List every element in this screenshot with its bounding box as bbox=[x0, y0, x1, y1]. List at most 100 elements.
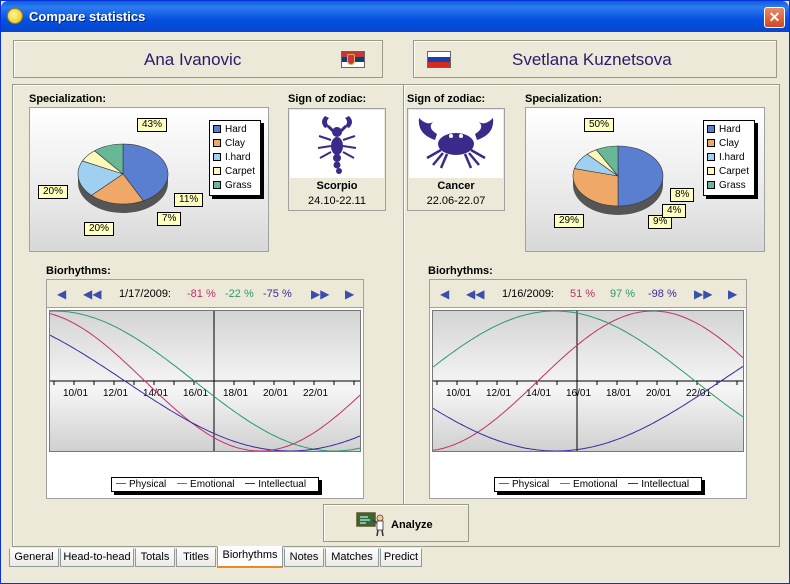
pie-label-grass: 8% bbox=[670, 188, 695, 202]
right-bio-nav: ◀ ◀◀ 1/16/2009: 51 % 97 % -98 % ▶▶ ▶ bbox=[430, 280, 746, 308]
bio-curve-emotional bbox=[432, 310, 744, 418]
panel-divider bbox=[403, 85, 405, 506]
legend-item: Clay bbox=[707, 138, 754, 152]
left-zodiac-dates: 24.10-22.11 bbox=[308, 195, 366, 207]
player1-header: Ana Ivanovic bbox=[13, 40, 383, 78]
left-bio-physical: -81 % bbox=[187, 288, 216, 300]
legend-item: Hard bbox=[213, 124, 260, 138]
next-week-button[interactable]: ▶▶ bbox=[694, 287, 713, 301]
close-button[interactable]: ✕ bbox=[764, 7, 785, 28]
left-pie-legend: Hard Clay I.hard Carpet Grass bbox=[209, 120, 261, 196]
prev-week-button[interactable]: ◀◀ bbox=[83, 287, 102, 301]
bio-tick-label: 22/01 bbox=[303, 388, 328, 399]
left-biorhythm-panel: ◀ ◀◀ 1/17/2009: -81 % -22 % -75 % ▶▶ ▶ 1… bbox=[46, 279, 364, 499]
right-zodiac-label: Sign of zodiac: bbox=[407, 93, 486, 105]
title-bar[interactable]: Compare statistics ✕ bbox=[1, 1, 789, 32]
right-pie-svg bbox=[572, 145, 664, 215]
right-zodiac-name: Cancer bbox=[437, 180, 475, 192]
tab-general[interactable]: General bbox=[9, 548, 59, 567]
right-biorhythm-panel: ◀ ◀◀ 1/16/2009: 51 % 97 % -98 % ▶▶ ▶ 10/… bbox=[429, 279, 747, 499]
app-icon bbox=[7, 8, 23, 24]
legend-item: Hard bbox=[707, 124, 754, 138]
bio-tick-label: 14/01 bbox=[526, 388, 551, 399]
teacher-board-icon bbox=[356, 512, 384, 537]
prev-day-button[interactable]: ◀ bbox=[440, 287, 450, 301]
player2-name: Svetlana Kuznetsova bbox=[512, 50, 672, 69]
legend-item: Carpet bbox=[707, 166, 754, 180]
bio-tick-label: 18/01 bbox=[223, 388, 248, 399]
legend-item: Grass bbox=[213, 180, 260, 194]
pie-label-grass: 11% bbox=[174, 193, 204, 207]
legend-item: Carpet bbox=[213, 166, 260, 180]
right-biorhythm-chart: 10/01 12/01 14/01 16/01 18/01 20/01 22/01 bbox=[432, 310, 744, 452]
prev-day-button[interactable]: ◀ bbox=[57, 287, 67, 301]
bio-tick-label: 18/01 bbox=[606, 388, 631, 399]
scorpio-icon bbox=[290, 110, 384, 178]
pie-side bbox=[78, 174, 168, 213]
serbia-flag-icon bbox=[341, 51, 365, 68]
tab-totals[interactable]: Totals bbox=[135, 548, 175, 567]
next-week-button[interactable]: ▶▶ bbox=[311, 287, 330, 301]
right-bio-emotional: 97 % bbox=[610, 288, 636, 300]
right-zodiac-card: Cancer 22.06-22.07 bbox=[407, 108, 505, 211]
pie-slice-clay bbox=[90, 173, 144, 205]
pie-slice-clay bbox=[572, 168, 619, 207]
player2-header: Svetlana Kuznetsova bbox=[413, 40, 777, 78]
bio-curve-physical bbox=[432, 310, 744, 451]
left-bio-legend: Physical Emotional Intellectual bbox=[111, 477, 320, 492]
bio-tick-label: 10/01 bbox=[446, 388, 471, 399]
pie-label-ihard: 9% bbox=[648, 215, 673, 229]
right-bio-intellectual: -98 % bbox=[648, 288, 677, 300]
bio-curve-emotional bbox=[49, 310, 361, 452]
legend-intellectual: Intellectual bbox=[245, 478, 306, 491]
right-bio-legend: Physical Emotional Intellectual bbox=[494, 477, 703, 492]
next-day-button[interactable]: ▶ bbox=[345, 287, 355, 301]
bio-curve-intellectual bbox=[432, 365, 744, 452]
tab-matches[interactable]: Matches bbox=[325, 548, 379, 567]
legend-physical: Physical bbox=[499, 478, 549, 491]
bio-tick-label: 20/01 bbox=[646, 388, 671, 399]
left-specialization-label: Specialization: bbox=[29, 93, 107, 105]
right-pie-legend: Hard Clay I.hard Carpet Grass bbox=[703, 120, 755, 196]
pie-slice-grass bbox=[595, 145, 619, 177]
pie-label-carpet: 4% bbox=[662, 204, 687, 218]
analyze-button[interactable]: Analyze bbox=[323, 504, 469, 542]
pie-label-ihard: 20% bbox=[84, 222, 115, 236]
bio-curve-intellectual bbox=[49, 334, 361, 452]
legend-item: I.hard bbox=[213, 152, 260, 166]
left-bio-date: 1/17/2009: bbox=[119, 288, 171, 300]
left-zodiac-name: Scorpio bbox=[316, 180, 358, 192]
left-bio-emotional: -22 % bbox=[225, 288, 254, 300]
tab-titles[interactable]: Titles bbox=[176, 548, 216, 567]
legend-emotional: Emotional bbox=[560, 478, 618, 491]
window-content: Ana Ivanovic Svetlana Kuznetsova Special… bbox=[4, 32, 786, 547]
legend-emotional: Emotional bbox=[177, 478, 235, 491]
legend-intellectual: Intellectual bbox=[628, 478, 689, 491]
tab-notes[interactable]: Notes bbox=[284, 548, 324, 567]
bio-tick-label: 14/01 bbox=[143, 388, 168, 399]
left-bio-svg: 10/01 12/01 14/01 16/01 18/01 20/01 22/01 bbox=[49, 310, 361, 452]
pie-label-clay: 20% bbox=[38, 185, 69, 199]
prev-week-button[interactable]: ◀◀ bbox=[466, 287, 485, 301]
cancer-icon bbox=[409, 110, 503, 178]
bio-tick-label: 16/01 bbox=[183, 388, 208, 399]
bio-tick-label: 22/01 bbox=[686, 388, 711, 399]
bio-tick-label: 20/01 bbox=[263, 388, 288, 399]
right-zodiac-dates: 22.06-22.07 bbox=[426, 195, 486, 207]
bio-tick-label: 16/01 bbox=[566, 388, 591, 399]
pie-slice-hard bbox=[617, 145, 664, 207]
next-day-button[interactable]: ▶ bbox=[728, 287, 738, 301]
bio-curve-physical bbox=[49, 313, 361, 452]
right-specialization-label: Specialization: bbox=[525, 93, 603, 105]
left-zodiac-card: Scorpio 24.10-22.11 bbox=[288, 108, 386, 211]
pie-label-clay: 29% bbox=[554, 214, 585, 228]
right-bio-date: 1/16/2009: bbox=[502, 288, 554, 300]
legend-item: Grass bbox=[707, 180, 754, 194]
left-biorhythms-label: Biorhythms: bbox=[46, 265, 111, 277]
tab-biorhythms[interactable]: Biorhythms bbox=[217, 546, 283, 568]
tab-predict[interactable]: Predict bbox=[380, 548, 422, 567]
left-specialization-chart: Hard Clay I.hard Carpet Grass 43% 20% 20… bbox=[29, 107, 269, 252]
tab-head-to-head[interactable]: Head-to-head bbox=[60, 548, 134, 567]
pie-label-hard: 43% bbox=[137, 118, 168, 132]
window-title: Compare statistics bbox=[29, 9, 146, 24]
